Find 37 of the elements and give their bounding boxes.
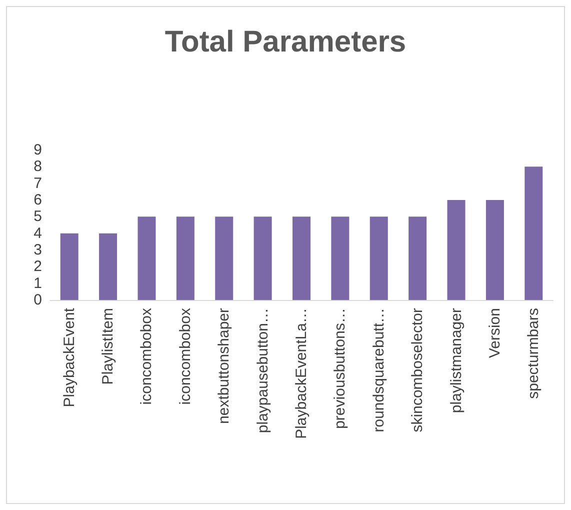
y-tick-label: 1 (34, 274, 42, 292)
bar (370, 216, 388, 300)
x-tick-label: PlaybackEventLa… (293, 308, 310, 439)
bar (486, 200, 504, 300)
x-tick-label: playlistmanager (448, 308, 465, 414)
y-tick-label: 6 (34, 192, 42, 208)
y-tick-label: 2 (34, 258, 42, 276)
bar (99, 233, 118, 300)
bar (331, 216, 350, 300)
y-tick-label: 4 (34, 224, 42, 242)
y-tick-label: 5 (34, 208, 42, 226)
bar (215, 216, 234, 300)
x-tick-label: iconcombobox (176, 308, 194, 405)
y-tick-label: 3 (34, 242, 42, 258)
chart-title: Total Parameters (164, 26, 406, 58)
y-tick-label: 8 (34, 158, 42, 176)
x-tick-label: Version (486, 308, 504, 358)
bar (292, 216, 310, 300)
bar (60, 233, 78, 300)
x-tick-label: playpausebutton… (254, 308, 272, 434)
bar (138, 216, 156, 300)
x-tick-label: PlaylistItem (100, 308, 117, 385)
x-tick-label: PlaybackEvent (60, 307, 78, 408)
x-tick-label: specturmbars (525, 308, 542, 399)
bar (176, 216, 194, 300)
x-tick-label: skincomboselector (409, 308, 426, 432)
x-tick-label: nextbuttonshaper (216, 308, 233, 424)
x-tick-label: roundsquarebutt… (370, 308, 388, 432)
x-tick-label: iconcombobox (138, 308, 156, 405)
bar (254, 216, 272, 300)
bar (408, 216, 427, 300)
x-tick-label: previousbuttons… (332, 308, 349, 429)
bar (524, 166, 543, 300)
y-tick-label: 9 (34, 142, 42, 158)
y-tick-label: 7 (34, 174, 42, 192)
y-tick-label: 0 (34, 292, 42, 308)
bar (447, 200, 466, 300)
